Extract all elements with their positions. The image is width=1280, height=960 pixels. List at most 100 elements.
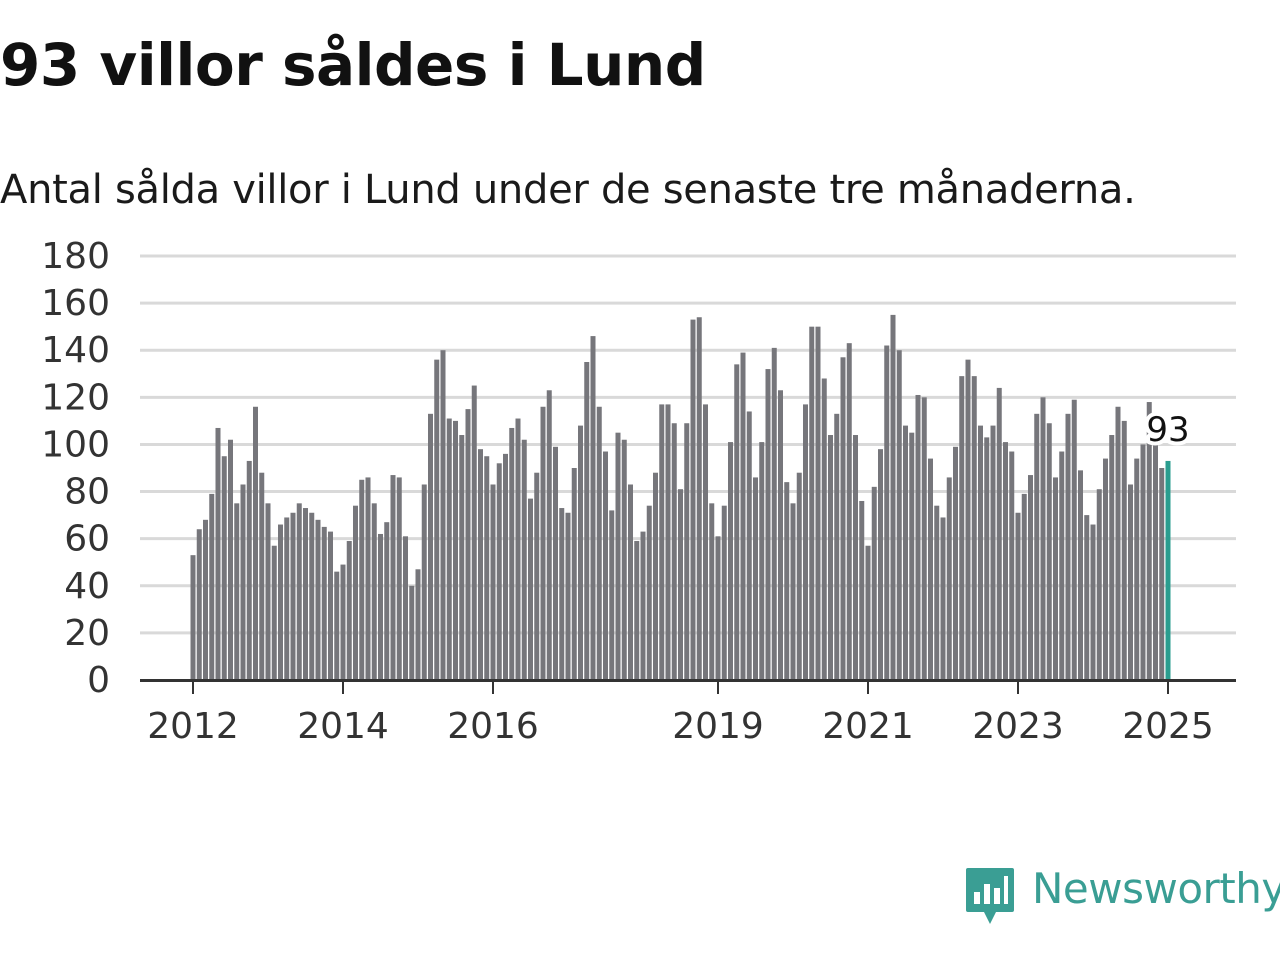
bar — [1065, 413, 1071, 680]
chart-subtitle: Antal sålda villor i Lund under de senas… — [0, 167, 1136, 213]
x-axis: 2012 2014 2016 2019 2021 2023 2025 — [140, 679, 1236, 747]
bar — [415, 569, 421, 680]
bar — [328, 531, 333, 680]
bar — [665, 404, 671, 680]
bar — [371, 503, 377, 680]
bar — [896, 350, 902, 680]
x-tick-label: 2012 — [147, 706, 239, 747]
bar — [834, 413, 840, 680]
bar — [1009, 451, 1015, 680]
bar — [590, 336, 596, 680]
bar — [246, 460, 252, 680]
bar — [828, 435, 833, 680]
bar — [1146, 402, 1152, 680]
bar — [453, 420, 458, 680]
bar — [971, 376, 977, 680]
bar — [315, 519, 321, 680]
bar — [584, 362, 590, 680]
bar — [340, 564, 346, 680]
bar — [1053, 477, 1058, 680]
bar — [934, 505, 940, 680]
bar — [440, 350, 446, 680]
bar — [515, 418, 521, 680]
bar — [909, 432, 915, 680]
bar — [278, 524, 283, 680]
bar — [1084, 515, 1090, 680]
bar — [571, 468, 577, 680]
y-tick-label: 0 — [87, 660, 110, 701]
bar — [309, 512, 315, 680]
y-tick-label: 80 — [64, 472, 110, 513]
bar — [703, 404, 708, 680]
bar — [859, 500, 865, 680]
bar — [653, 472, 658, 680]
bar — [796, 472, 802, 680]
bar — [496, 463, 502, 680]
bar — [965, 359, 971, 680]
bar — [409, 585, 415, 680]
y-tick-label: 60 — [64, 519, 110, 560]
bar — [815, 326, 821, 680]
y-tick-label: 180 — [41, 236, 110, 277]
bar — [753, 477, 758, 680]
bar — [196, 529, 202, 680]
bar — [478, 449, 483, 680]
bar — [240, 484, 246, 680]
bar — [565, 512, 571, 680]
bar — [996, 387, 1002, 680]
bar — [1078, 470, 1083, 680]
y-tick-label: 140 — [41, 330, 110, 371]
bar — [709, 503, 715, 680]
bar — [1096, 489, 1102, 680]
bar — [265, 503, 271, 680]
bar — [578, 425, 583, 680]
x-tick-label: 2025 — [1122, 706, 1214, 747]
bar — [646, 505, 652, 680]
bar — [809, 326, 815, 680]
bar — [890, 314, 896, 680]
bar — [1090, 524, 1096, 680]
bar — [359, 479, 365, 680]
bar — [690, 319, 696, 680]
bar — [434, 359, 440, 680]
bar — [471, 385, 477, 680]
bar — [671, 423, 677, 680]
bar — [271, 545, 277, 680]
bar — [946, 477, 952, 680]
bar — [353, 505, 358, 680]
bar — [203, 519, 208, 680]
y-tick-label: 120 — [41, 377, 110, 418]
bar — [1059, 451, 1065, 680]
bar — [465, 409, 471, 680]
bar — [903, 425, 908, 680]
bar — [296, 503, 302, 680]
bar — [365, 477, 371, 680]
bar — [765, 369, 771, 680]
bar — [684, 423, 690, 680]
y-tick-label: 160 — [41, 283, 110, 324]
bar — [190, 555, 196, 680]
bar — [303, 508, 308, 680]
x-tick-label: 2019 — [672, 706, 764, 747]
bar — [390, 475, 396, 680]
bar — [853, 435, 858, 680]
bar — [696, 317, 702, 680]
bar — [1028, 475, 1033, 680]
annotations: 93 — [1142, 406, 1193, 454]
bar — [1071, 399, 1077, 680]
bar — [540, 406, 546, 680]
bar — [884, 345, 890, 680]
bar — [1121, 420, 1127, 680]
bar — [984, 437, 990, 680]
bar — [615, 432, 621, 680]
bar — [1109, 435, 1115, 680]
bar — [484, 456, 490, 680]
bar — [459, 435, 465, 680]
bar — [1140, 444, 1146, 680]
bar — [1115, 406, 1121, 680]
bar — [928, 458, 933, 680]
bar — [259, 472, 265, 680]
bar — [1021, 493, 1027, 680]
bar — [871, 486, 877, 680]
bar — [678, 489, 683, 680]
